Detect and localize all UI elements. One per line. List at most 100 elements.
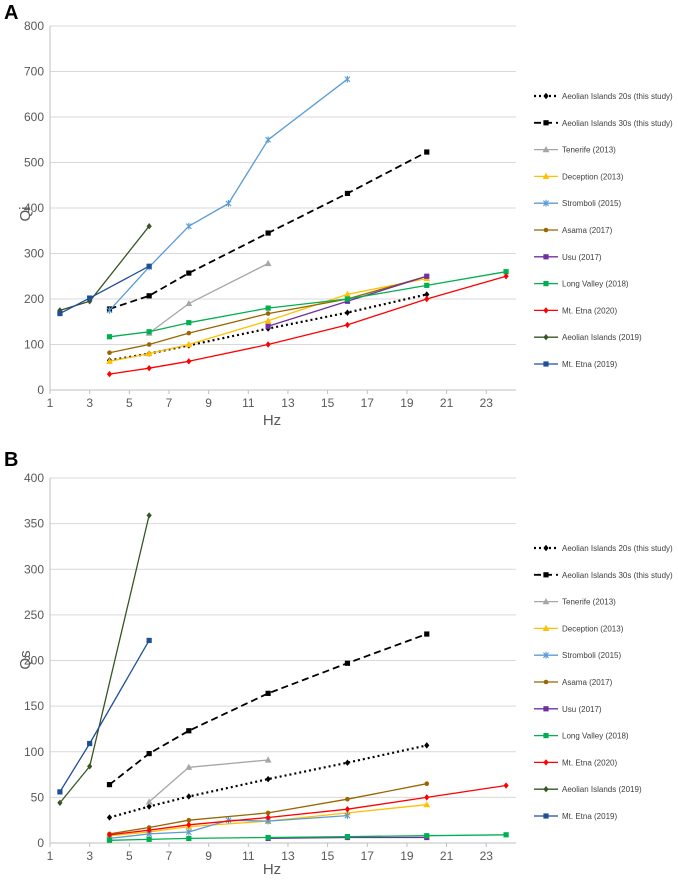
panel-b-legend-marker-mt-etna-2020 (543, 759, 549, 766)
panel-a-series-line-aeolian-islands-20s-this-study (109, 293, 428, 362)
panel-b-ytick-label: 200 (24, 654, 44, 668)
panel-b-xtick-label: 7 (166, 849, 173, 863)
panel-b-xtick-label: 23 (480, 849, 494, 863)
panel-a-point-aeolian-islands-20s-this-study (424, 291, 430, 298)
panel-a-point-stromboli-2015 (265, 136, 272, 144)
panel-a-series-line-deception-2013 (109, 277, 427, 362)
panel-a-xtick-label: 21 (440, 396, 454, 410)
panel-a-point-mt-etna-2020 (344, 321, 351, 329)
panel-a-xtick-label: 13 (281, 396, 295, 410)
panel-a-point-mt-etna-2020 (186, 358, 192, 365)
panel-a-point-long-valley-2018 (186, 320, 192, 326)
panel-b-legend-label-mt-etna-2019: Mt. Etna (2019) (562, 812, 617, 821)
panel-b-point-tenerife-2013 (264, 756, 272, 763)
panel-a-legend-marker-aeolian-islands-30s-this-study (543, 120, 549, 126)
panel-a-point-long-valley-2018 (106, 334, 113, 340)
panel-a-legend-marker-tenerife-2013 (542, 146, 550, 153)
panel-a-point-aeolian-islands-30s-this-study (265, 230, 271, 236)
panel-a-series-line-mt-etna-2019 (59, 265, 150, 315)
panel-b-series-line-deception-2013 (109, 804, 427, 837)
panel-b-xtick-label: 15 (321, 849, 335, 863)
panel-b-point-long-valley-2018 (146, 836, 152, 842)
panel-b-point-mt-etna-2019 (57, 789, 63, 795)
panel-a-xtick-label: 5 (126, 396, 133, 410)
panel-b-legend-marker-asama-2017 (543, 679, 549, 685)
panel-a-point-aeolian-islands-30s-this-study (344, 190, 351, 197)
panel-b-point-aeolian-islands-30s-this-study (186, 728, 192, 734)
panel-a-ytick-label: 200 (24, 292, 44, 306)
panel-a-legend-marker-asama-2017 (543, 227, 549, 233)
panel-b-point-aeolian-islands-20s-this-study (344, 759, 351, 766)
panel-b-point-long-valley-2018 (106, 837, 113, 843)
panel-a-series-line-stromboli-2015 (109, 78, 348, 311)
panel-b-xtick-label: 5 (126, 849, 133, 863)
panel-b-point-aeolian-islands-30s-this-study (344, 660, 351, 666)
panel-a-point-aeolian-islands-30s-this-study (186, 270, 192, 276)
panel-b-point-aeolian-islands-30s-this-study (106, 782, 113, 788)
panel-a-legend-marker-usu-2017 (543, 254, 549, 260)
panel-a-point-deception-2013 (344, 290, 351, 298)
panel-a-point-aeolian-islands-2019 (146, 223, 152, 230)
panel-a-xtick-label: 1 (47, 396, 54, 410)
panel-b-point-stromboli-2015 (344, 812, 351, 820)
panel-b-legend-label-mt-etna-2020: Mt. Etna (2020) (562, 758, 617, 767)
panel-a-legend-marker-aeolian-islands-2019 (543, 334, 549, 341)
panel-b-ytick-label: 300 (24, 562, 44, 576)
panel-b-point-aeolian-islands-2019 (87, 763, 93, 770)
panel-b-legend-marker-aeolian-islands-2019 (543, 786, 549, 793)
panel-b-series-line-aeolian-islands-2019 (59, 515, 150, 804)
panel-a-point-asama-2017 (186, 330, 192, 336)
panel-b-point-aeolian-islands-30s-this-study (424, 631, 430, 637)
panel-a-legend-marker-aeolian-islands-20s-this-study (543, 92, 549, 100)
panel-a-legend-label-mt-etna-2019: Mt. Etna (2019) (562, 360, 617, 369)
panel-b-legend-marker-mt-etna-2019 (543, 813, 549, 819)
panel-a-legend-label-usu-2017: Usu (2017) (562, 253, 602, 262)
panel-a-point-usu-2017 (265, 323, 271, 329)
panel-b-point-deception-2013 (423, 801, 431, 808)
panel-a-point-tenerife-2013 (264, 259, 272, 267)
panel-a-point-mt-etna-2020 (265, 341, 271, 348)
panel-a-point-mt-etna-2020 (106, 370, 113, 378)
panel-b-series-line-tenerife-2013 (148, 759, 269, 803)
panel-a-xtick-label: 15 (321, 396, 335, 410)
panel-a-letter: A (4, 2, 18, 24)
panel-a-point-asama-2017 (146, 342, 152, 347)
panel-b-legend-marker-aeolian-islands-20s-this-study (543, 544, 549, 552)
panel-b-legend-marker-usu-2017 (543, 706, 549, 712)
panel-a-point-deception-2013 (145, 350, 153, 357)
panel-a-point-aeolian-islands-30s-this-study (146, 293, 152, 299)
panel-a-point-long-valley-2018 (265, 305, 271, 311)
panel-a-series-line-aeolian-islands-30s-this-study (109, 151, 428, 310)
panel-a-legend-marker-deception-2013 (542, 172, 550, 179)
panel-a-series-line-aeolian-islands-2019 (59, 225, 150, 312)
panel-b-point-aeolian-islands-30s-this-study (265, 690, 271, 696)
panel-a-point-long-valley-2018 (344, 296, 351, 302)
panel-b-point-long-valley-2018 (424, 833, 430, 839)
panel-a-legend-label-deception-2013: Deception (2013) (562, 172, 624, 181)
panel-b-xtick-label: 9 (205, 849, 212, 863)
panel-b-legend-label-deception-2013: Deception (2013) (562, 624, 624, 633)
panel-b-legend-label-asama-2017: Asama (2017) (562, 678, 613, 687)
panel-b-point-aeolian-islands-20s-this-study (265, 775, 271, 783)
panel-a-ytick-label: 800 (24, 19, 44, 33)
panel-b-point-mt-etna-2019 (146, 637, 152, 644)
panel-b-point-aeolian-islands-20s-this-study (146, 803, 152, 810)
panel-b-point-asama-2017 (345, 796, 350, 802)
panel-b-point-mt-etna-2019 (87, 740, 93, 747)
panel-b-xtick-label: 21 (440, 849, 454, 863)
panel-b-point-mt-etna-2020 (146, 827, 152, 834)
panel-b-series-line-mt-etna-2020 (109, 784, 507, 836)
panel-b-point-long-valley-2018 (265, 834, 271, 841)
panel-a-xtick-label: 9 (205, 396, 212, 410)
panel-a-point-stromboli-2015 (344, 75, 351, 83)
panel-a-series-line-mt-etna-2020 (109, 275, 507, 375)
panel-a-point-mt-etna-2020 (503, 273, 509, 280)
panel-a-point-mt-etna-2019 (87, 295, 93, 301)
panel-a-ylabel: Qi (17, 207, 34, 222)
panel-b-legend-label-usu-2017: Usu (2017) (562, 705, 602, 714)
panel-a-legend-marker-mt-etna-2020 (543, 307, 549, 314)
panel-b-point-tenerife-2013 (185, 763, 193, 770)
panel-a-legend-label-aeolian-islands-30s-this-study: Aeolian Islands 30s (this study) (562, 119, 673, 128)
